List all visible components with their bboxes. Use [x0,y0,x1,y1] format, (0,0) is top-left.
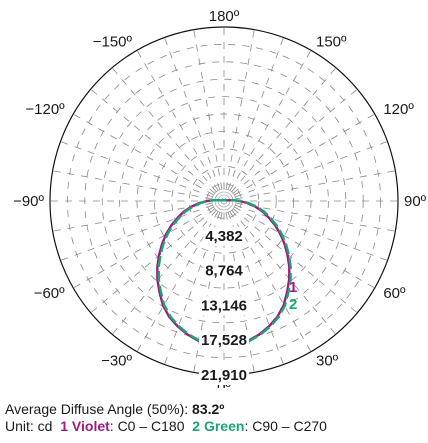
grid-spoke [52,170,213,200]
grid-spoke [90,88,216,194]
radial-tick-label: 13,146 [201,297,247,314]
grid-spoke [231,67,337,193]
grid-spoke [234,113,375,196]
grid-spoke [235,202,396,232]
grid-spoke [90,208,216,314]
radial-tick-label-bg [199,331,249,351]
angle-label: 120º [383,101,414,118]
grid-spoke [111,67,217,193]
angle-label: 180º [209,8,240,25]
angle-label: −150º [93,34,133,51]
grid-spoke [73,113,214,196]
grid-spoke [231,209,337,335]
grid-spoke [229,50,312,191]
angle-label: −120º [25,101,65,118]
grid-spoke [235,170,396,200]
grid-ring [153,130,294,271]
radial-tick-label: 8,764 [205,263,243,280]
grid-spoke [60,204,213,261]
angle-label: 30º [316,352,339,369]
legend-caption: Unit: cd 1 Violet: C0 – C180 2 Green: C9… [5,418,327,435]
diffuse-angle-value: 83.2º [192,401,225,417]
grid-spoke [193,29,223,190]
legend-series-1-range: : C0 – C180 [109,418,185,434]
legend-series-2-label: 2 Green [192,418,245,434]
radial-tick-label-bg [199,296,249,316]
legend-series-1-label: 1 Violet [60,418,110,434]
grid-spoke [73,206,214,289]
grid-spoke [225,29,255,190]
radial-tick-label: 17,528 [201,332,247,349]
series-2-label: 2 [289,296,297,313]
grid-ring [66,43,382,359]
grid-spoke [234,206,375,289]
radial-tick-label: 4,382 [205,228,243,245]
angle-label: 90º [404,193,427,210]
grid-spoke [232,88,358,194]
grid-spoke [136,50,219,191]
angle-label: 60º [383,285,406,302]
grid-ring [171,148,277,254]
diffuse-angle-caption: Average Diffuse Angle (50%): 83.2º [5,401,224,418]
grid-spoke [227,37,284,190]
grid-spoke [60,141,213,198]
radial-tick-label-bg [199,366,249,385]
radial-tick-label-bg [203,226,245,246]
polar-intensity-chart: 180º −150º 150º −120º 120º −90º 90º −60º 60º −30º… [13,8,427,388]
angle-label: 150º [316,34,347,51]
grid-ring [84,61,364,341]
unit-label: Unit: cd [5,418,53,434]
radial-tick-label-bg [203,261,246,281]
grid-spoke [164,37,221,190]
grid-ring [119,96,329,306]
grid-ring [136,113,312,289]
angle-label: −60º [34,285,65,302]
angle-label: −90º [13,193,44,210]
series-2-line [157,199,292,346]
grid-spoke [235,141,388,198]
grid-ring [188,165,260,237]
grid-spoke [111,209,217,335]
angle-label: −30º [101,352,132,369]
radial-tick-label: 21,910 [201,367,247,384]
legend-series-2-range: : C90 – C270 [244,418,327,434]
grid-spoke [235,204,388,261]
grid-ring [101,78,347,324]
series-1-label: 1 [289,279,297,296]
diffuse-angle-label: Average Diffuse Angle (50%): [5,401,189,417]
